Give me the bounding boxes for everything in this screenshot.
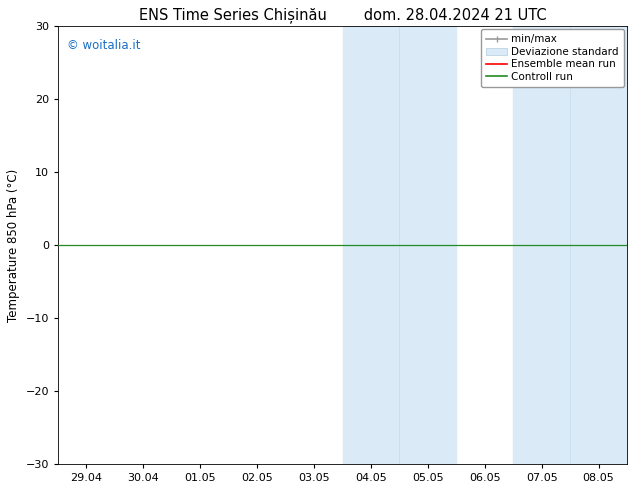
Text: © woitalia.it: © woitalia.it [67, 39, 140, 52]
Y-axis label: Temperature 850 hPa (°C): Temperature 850 hPa (°C) [7, 169, 20, 321]
Legend: min/max, Deviazione standard, Ensemble mean run, Controll run: min/max, Deviazione standard, Ensemble m… [481, 29, 624, 87]
Bar [514, 26, 627, 464]
Bar [342, 26, 456, 464]
Title: ENS Time Series Chișinău        dom. 28.04.2024 21 UTC: ENS Time Series Chișinău dom. 28.04.2024… [139, 7, 547, 23]
